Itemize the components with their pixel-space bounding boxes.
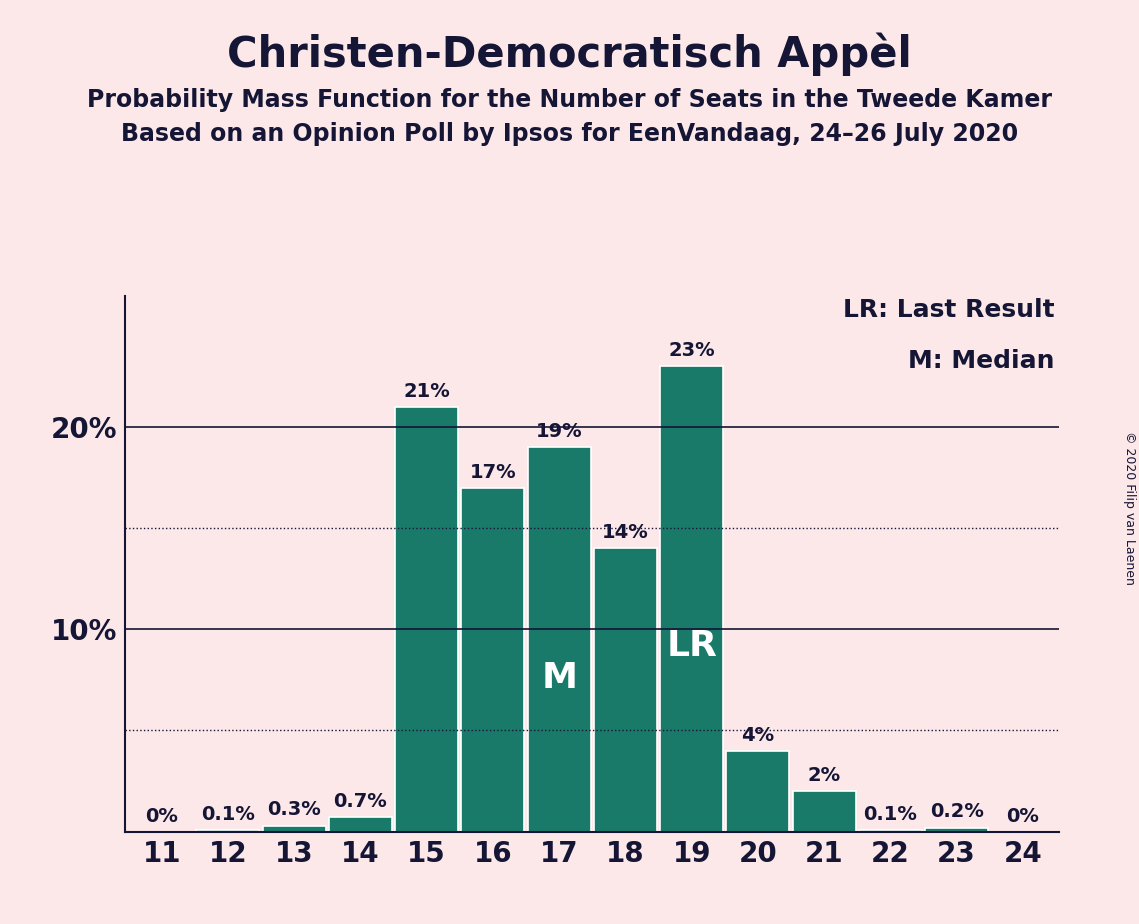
Text: 0.7%: 0.7% [334, 793, 387, 811]
Text: 2%: 2% [808, 766, 841, 785]
Text: Christen-Democratisch Appèl: Christen-Democratisch Appèl [227, 32, 912, 76]
Bar [661, 367, 723, 832]
Bar [329, 818, 392, 832]
Text: 0.1%: 0.1% [200, 805, 255, 823]
Text: 0.3%: 0.3% [268, 800, 321, 820]
Text: 4%: 4% [741, 725, 775, 745]
Bar [793, 791, 855, 832]
Text: M: Median: M: Median [908, 349, 1055, 373]
Bar [263, 825, 326, 832]
Text: LR: LR [666, 628, 718, 663]
Bar [727, 750, 789, 832]
Bar [395, 407, 458, 832]
Text: Probability Mass Function for the Number of Seats in the Tweede Kamer: Probability Mass Function for the Number… [87, 88, 1052, 112]
Text: 14%: 14% [603, 523, 649, 542]
Bar [859, 830, 921, 832]
Bar [593, 549, 657, 832]
Text: 0.2%: 0.2% [929, 802, 984, 821]
Bar [461, 488, 524, 832]
Text: Based on an Opinion Poll by Ipsos for EenVandaag, 24–26 July 2020: Based on an Opinion Poll by Ipsos for Ee… [121, 122, 1018, 146]
Text: LR: Last Result: LR: Last Result [843, 298, 1055, 322]
Text: © 2020 Filip van Laenen: © 2020 Filip van Laenen [1123, 432, 1137, 585]
Text: 19%: 19% [535, 422, 582, 442]
Bar [527, 447, 591, 832]
Text: 21%: 21% [403, 382, 450, 401]
Text: M: M [541, 661, 577, 695]
Bar [925, 828, 988, 832]
Text: 17%: 17% [469, 463, 516, 481]
Text: 23%: 23% [669, 341, 715, 360]
Bar [197, 830, 260, 832]
Text: 0%: 0% [146, 807, 178, 825]
Text: 0.1%: 0.1% [863, 805, 917, 823]
Text: 0%: 0% [1007, 807, 1039, 825]
